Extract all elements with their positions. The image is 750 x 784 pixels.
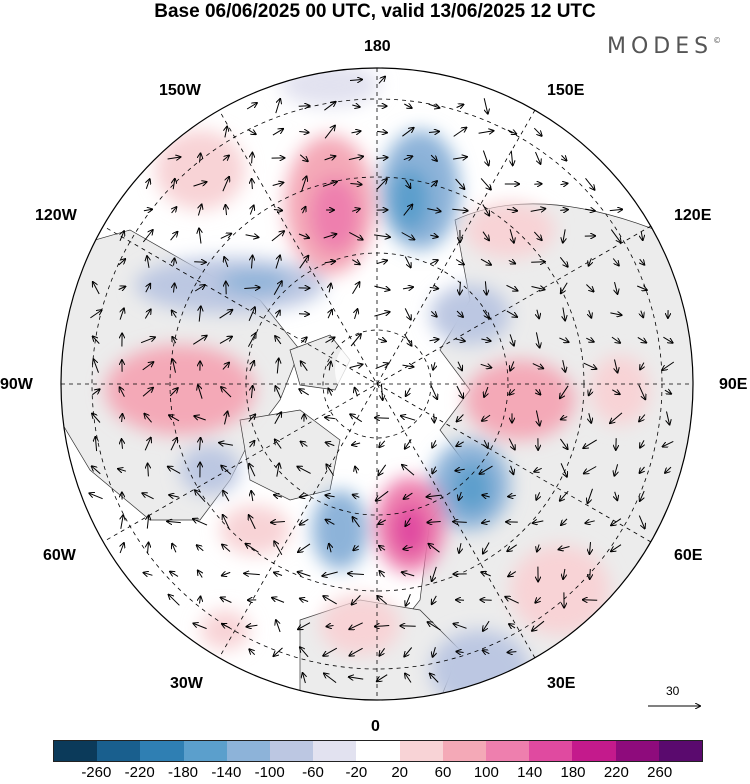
colorbar-tick-label: 260 [647, 764, 672, 781]
colorbar-tick-label: 220 [604, 764, 629, 781]
colorbar-swatch [184, 741, 227, 761]
lon-label-90w: 90W [0, 376, 33, 394]
colorbar-swatch [313, 741, 356, 761]
lon-label-30e: 30E [547, 675, 575, 693]
colorbar-swatch [227, 741, 270, 761]
colorbar-ticks: -260 -220 -180 -140 -100 -60 -20 20 60 100 140 180 2… [0, 764, 750, 784]
reference-vector-value: 30 [666, 684, 679, 698]
colorbar [53, 740, 703, 762]
colorbar-tick-label: 100 [474, 764, 499, 781]
colorbar-swatch [486, 741, 529, 761]
colorbar-tick-label: 60 [435, 764, 452, 781]
colorbar-tick-label: -60 [302, 764, 324, 781]
wind-vector [434, 414, 435, 423]
anomaly-pos-180-core [310, 177, 360, 253]
lon-label-60w: 60W [43, 547, 76, 565]
colorbar-tick-label: 180 [560, 764, 585, 781]
polar-map [0, 0, 750, 735]
anomaly-pos-40w [200, 610, 250, 650]
colorbar-tick-label: -260 [81, 764, 111, 781]
colorbar-tick-label: -180 [168, 764, 198, 781]
colorbar-swatch [97, 741, 140, 761]
anomaly-pos-10w [320, 595, 400, 655]
colorbar-swatch [356, 741, 399, 761]
colorbar-swatch [140, 741, 183, 761]
lon-label-120w: 120W [35, 207, 77, 225]
wind-vector [375, 418, 389, 419]
colorbar-swatch [54, 741, 97, 761]
map-disc [0, 0, 750, 735]
anomaly-neg-105e [430, 285, 510, 345]
lon-label-150e: 150E [547, 82, 584, 100]
lon-label-150w: 150W [159, 82, 201, 100]
wind-vector [583, 600, 597, 601]
colorbar-swatch [659, 741, 702, 761]
colorbar-tick-label: -220 [125, 764, 155, 781]
colorbar-tick-label: 20 [391, 764, 408, 781]
wind-vector [299, 106, 310, 107]
anomaly-pos-90e [465, 360, 575, 440]
colorbar-tick-label: -100 [255, 764, 285, 781]
colorbar-swatch [443, 741, 486, 761]
wind-vector [590, 569, 591, 579]
lon-label-60e: 60E [674, 547, 702, 565]
anomaly-pos-10e-core [392, 504, 428, 556]
wind-vector [194, 262, 206, 263]
lon-label-90e: 90E [719, 376, 747, 394]
lon-label-30w: 30W [170, 675, 203, 693]
lon-label-120e: 120E [674, 207, 711, 225]
wind-vector [531, 262, 545, 263]
colorbar-tick-label: -140 [211, 764, 241, 781]
colorbar-swatch [616, 741, 659, 761]
lon-label-0: 0 [371, 718, 380, 736]
anomaly-pos-90w [105, 345, 255, 435]
colorbar-swatch [572, 741, 615, 761]
colorbar-swatch [529, 741, 572, 761]
colorbar-tick-label: 140 [517, 764, 542, 781]
colorbar-tick-label: -20 [345, 764, 367, 781]
colorbar-swatch [270, 741, 313, 761]
lon-label-180: 180 [364, 38, 391, 56]
anomaly-pos-60w [220, 505, 290, 555]
anomaly-pos-40e [510, 545, 610, 635]
anomaly-neg-160w [280, 63, 380, 107]
anomaly-pos-150w [155, 130, 245, 210]
wind-vector [480, 600, 491, 601]
anomaly-neg-20e [430, 630, 530, 710]
anomaly-neg-120w-core [220, 270, 290, 294]
colorbar-swatch [400, 741, 443, 761]
